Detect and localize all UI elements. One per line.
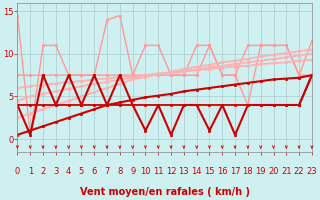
X-axis label: Vent moyen/en rafales ( km/h ): Vent moyen/en rafales ( km/h ) (80, 187, 250, 197)
